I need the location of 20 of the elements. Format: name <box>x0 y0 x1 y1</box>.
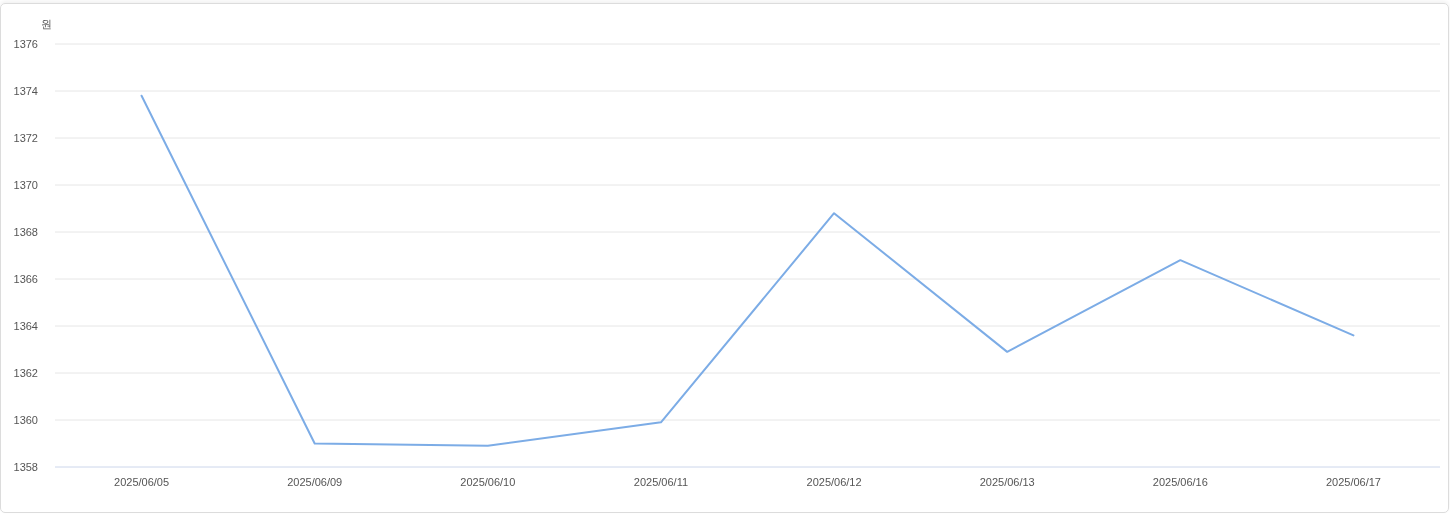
line-series <box>140 94 1355 447</box>
y-tick-label: 1374 <box>13 85 38 97</box>
y-tick-label: 1376 <box>13 38 38 50</box>
x-tick-label: 2025/06/17 <box>1325 476 1381 488</box>
y-axis-title: 원 <box>40 18 52 30</box>
y-tick-label: 1364 <box>13 320 38 332</box>
x-tick-label: 2025/06/11 <box>633 476 689 488</box>
x-tick-label: 2025/06/09 <box>287 476 343 488</box>
x-tick-label: 2025/06/12 <box>806 476 862 488</box>
y-tick-label: 1362 <box>13 367 38 379</box>
y-tick-label: 1358 <box>13 461 38 473</box>
y-tick-label: 1372 <box>13 132 38 144</box>
y-tick-label: 1368 <box>13 226 38 238</box>
x-tick-label: 2025/06/13 <box>979 476 1035 488</box>
y-tick-label: 1370 <box>13 179 38 191</box>
x-tick-label: 2025/06/16 <box>1152 476 1208 488</box>
y-tick-label: 1360 <box>13 414 38 426</box>
x-tick-label: 2025/06/05 <box>114 476 170 488</box>
y-tick-label: 1366 <box>13 273 38 285</box>
x-tick-label: 2025/06/10 <box>460 476 516 488</box>
